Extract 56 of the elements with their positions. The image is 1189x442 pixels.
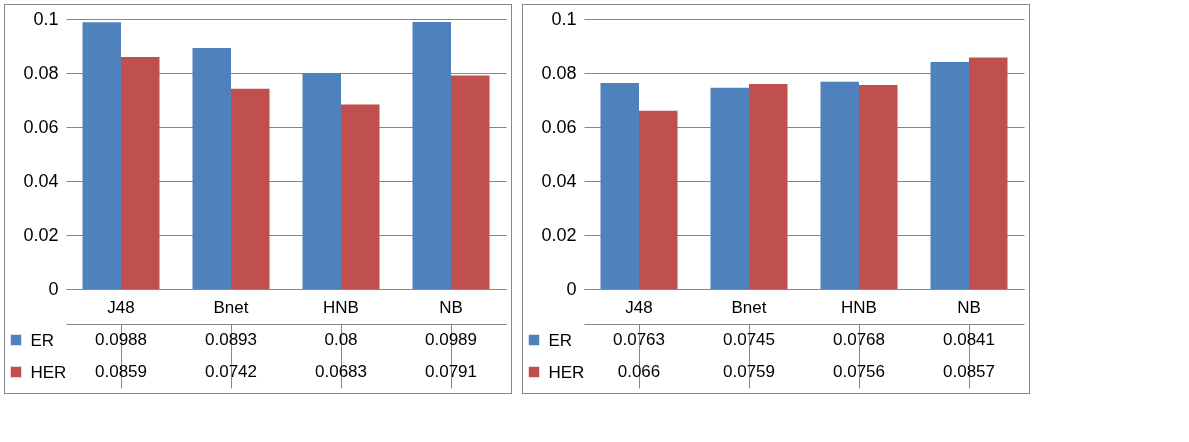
bar [121, 57, 160, 289]
y-tick-label: 0 [48, 278, 59, 299]
y-tick-label: 0.02 [23, 224, 59, 245]
data-label: 0.0857 [943, 362, 995, 381]
x-tick-label: HNB [841, 297, 877, 317]
y-tick-label: 0.1 [33, 8, 59, 29]
bar [930, 61, 969, 289]
x-tick-label: HNB [323, 297, 359, 317]
y-tick-label: 0.08 [541, 62, 577, 83]
data-label: 0.0989 [425, 330, 477, 349]
data-label: 0.0859 [95, 362, 147, 381]
bar [412, 21, 451, 289]
bar [859, 84, 898, 289]
legend-label: HER [548, 362, 585, 382]
bar [820, 81, 859, 289]
y-tick-label: 0.06 [541, 116, 577, 137]
x-tick-label: J48 [625, 297, 653, 317]
bar [639, 110, 678, 289]
legend-label: ER [548, 330, 573, 350]
x-tick-label: NB [439, 297, 463, 317]
bar [302, 73, 341, 289]
y-tick-label: 0.1 [551, 8, 577, 29]
data-label: 0.0683 [315, 362, 367, 381]
data-label: 0.0745 [723, 330, 775, 349]
bar [231, 88, 270, 289]
x-tick-label: Bnet [213, 297, 249, 317]
bar [192, 47, 231, 289]
x-tick-label: J48 [107, 297, 135, 317]
bar [749, 84, 788, 289]
x-tick-label: Bnet [731, 297, 767, 317]
legend-label: HER [30, 362, 67, 382]
y-tick-label: 0.06 [23, 116, 59, 137]
legend-label: ER [30, 330, 55, 350]
y-tick-label: 0 [566, 278, 577, 299]
data-label: 0.0893 [205, 330, 257, 349]
bar [451, 75, 490, 289]
bar [600, 82, 639, 289]
data-label: 0.0759 [723, 362, 775, 381]
data-label: 0.0791 [425, 362, 477, 381]
x-tick-label: NB [957, 297, 981, 317]
data-label: 0.0756 [833, 362, 885, 381]
y-tick-label: 0.08 [23, 62, 59, 83]
bar [969, 57, 1008, 289]
data-label: 0.066 [617, 362, 661, 381]
y-tick-label: 0.02 [541, 224, 577, 245]
data-label: 0.0988 [95, 330, 147, 349]
bar [710, 87, 749, 289]
data-label: 0.0841 [943, 330, 995, 349]
data-label: 0.0763 [613, 330, 665, 349]
bar [341, 104, 380, 289]
y-tick-label: 0.04 [541, 170, 577, 191]
data-label: 0.0742 [205, 362, 257, 381]
bar [82, 22, 121, 289]
data-label: 0.08 [324, 330, 358, 349]
data-label: 0.0768 [833, 330, 885, 349]
y-tick-label: 0.04 [23, 170, 59, 191]
